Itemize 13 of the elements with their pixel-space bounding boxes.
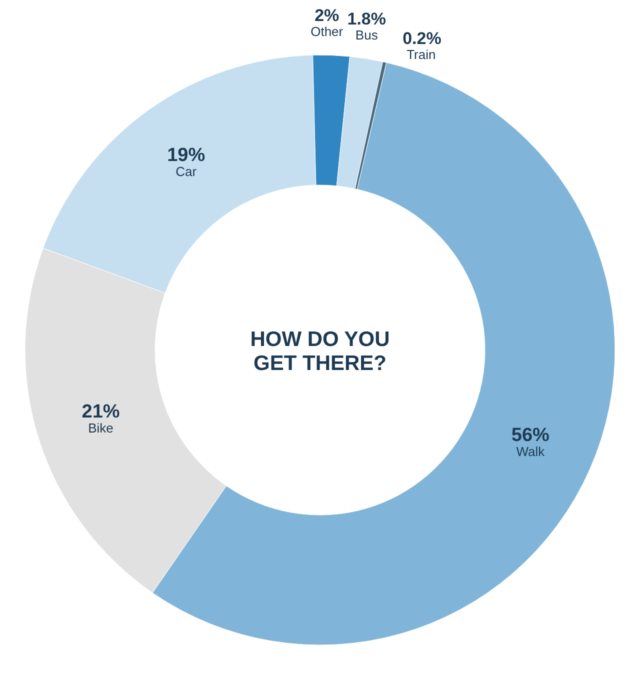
data-label: 1.8% <box>347 9 386 28</box>
slice-label: Train <box>406 47 436 62</box>
data-label: 0.2% <box>402 29 442 48</box>
slice-label: Other <box>310 24 344 40</box>
slice-label: Bus <box>355 27 378 42</box>
slice-label: Car <box>176 164 198 179</box>
text: HOW DO YOU GET THERE? <box>250 328 390 375</box>
data-label: 2% <box>314 6 340 26</box>
data-label: 21% <box>82 402 120 423</box>
slice-label: Walk <box>516 444 546 459</box>
data-label: 56% <box>511 424 550 446</box>
data-label: 19% <box>167 144 206 166</box>
slice-label: Bike <box>88 420 114 436</box>
